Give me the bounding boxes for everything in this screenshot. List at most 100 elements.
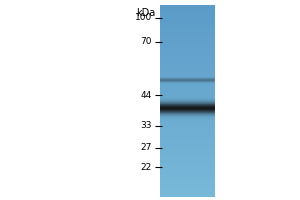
Bar (160, 111, 215, 112)
Bar (160, 31, 215, 32)
Bar (160, 96, 215, 98)
Bar (160, 55, 215, 56)
Bar (160, 81, 215, 82)
Bar (160, 122, 215, 123)
Bar (160, 173, 215, 175)
Bar (160, 43, 215, 45)
Bar (160, 175, 215, 176)
Bar (160, 13, 215, 15)
Bar (160, 77, 215, 78)
Bar (160, 75, 215, 77)
Bar (160, 95, 215, 96)
Bar (160, 98, 215, 99)
Bar (160, 109, 215, 111)
Bar (160, 58, 215, 59)
Bar (160, 19, 215, 21)
Bar (160, 71, 215, 72)
Bar (160, 112, 215, 113)
Bar (160, 106, 215, 107)
Bar (160, 106, 215, 107)
Bar (160, 179, 215, 181)
Bar (160, 82, 215, 83)
Bar (160, 88, 215, 90)
Bar (160, 189, 215, 191)
Bar (160, 186, 215, 187)
Bar (160, 99, 215, 101)
Bar (160, 167, 215, 168)
Bar (160, 108, 215, 109)
Bar (160, 170, 215, 171)
Bar (160, 53, 215, 55)
Bar (160, 90, 215, 91)
Bar (160, 109, 215, 110)
Text: 22: 22 (141, 162, 152, 171)
Bar (160, 85, 215, 87)
Bar (160, 16, 215, 18)
Bar (160, 21, 215, 23)
Bar (160, 128, 215, 130)
Bar (160, 51, 215, 53)
Bar (160, 79, 215, 80)
Bar (160, 79, 215, 80)
Bar (160, 119, 215, 120)
Bar (160, 39, 215, 40)
Bar (160, 155, 215, 157)
Bar (160, 107, 215, 109)
Bar (160, 192, 215, 194)
Bar (160, 10, 215, 11)
Bar (160, 103, 215, 104)
Bar (160, 114, 215, 115)
Bar (160, 115, 215, 116)
Bar (160, 18, 215, 19)
Bar (160, 181, 215, 183)
Bar (160, 184, 215, 186)
Bar (160, 118, 215, 119)
Bar (160, 163, 215, 165)
Bar (160, 82, 215, 83)
Bar (160, 87, 215, 88)
Bar (160, 78, 215, 79)
Bar (160, 42, 215, 43)
Bar (160, 135, 215, 136)
Bar (160, 152, 215, 154)
Bar (160, 83, 215, 85)
Bar (160, 15, 215, 16)
Bar (160, 56, 215, 58)
Bar (160, 157, 215, 159)
Bar (160, 74, 215, 75)
Bar (160, 72, 215, 74)
Bar (160, 64, 215, 66)
Bar (160, 29, 215, 31)
Bar (160, 125, 215, 127)
Bar (160, 111, 215, 112)
Bar (160, 76, 215, 77)
Bar (160, 40, 215, 42)
Bar (160, 183, 215, 184)
Bar (160, 114, 215, 115)
Text: 33: 33 (140, 121, 152, 130)
Bar (160, 136, 215, 138)
Bar (160, 151, 215, 152)
Text: 44: 44 (141, 90, 152, 99)
Bar (160, 80, 215, 81)
Text: 70: 70 (140, 38, 152, 46)
Bar (160, 107, 215, 108)
Bar (160, 37, 215, 39)
Bar (160, 159, 215, 160)
Bar (160, 110, 215, 111)
Bar (160, 69, 215, 71)
Bar (160, 93, 215, 95)
Bar (160, 26, 215, 27)
Bar (160, 144, 215, 146)
Bar (160, 77, 215, 79)
Bar (160, 176, 215, 178)
Text: kDa: kDa (136, 8, 155, 18)
Bar (160, 149, 215, 151)
Bar (160, 105, 215, 106)
Bar (160, 165, 215, 167)
Bar (160, 117, 215, 119)
Bar (160, 91, 215, 93)
Bar (160, 96, 215, 97)
Bar (160, 80, 215, 82)
Bar (160, 7, 215, 8)
